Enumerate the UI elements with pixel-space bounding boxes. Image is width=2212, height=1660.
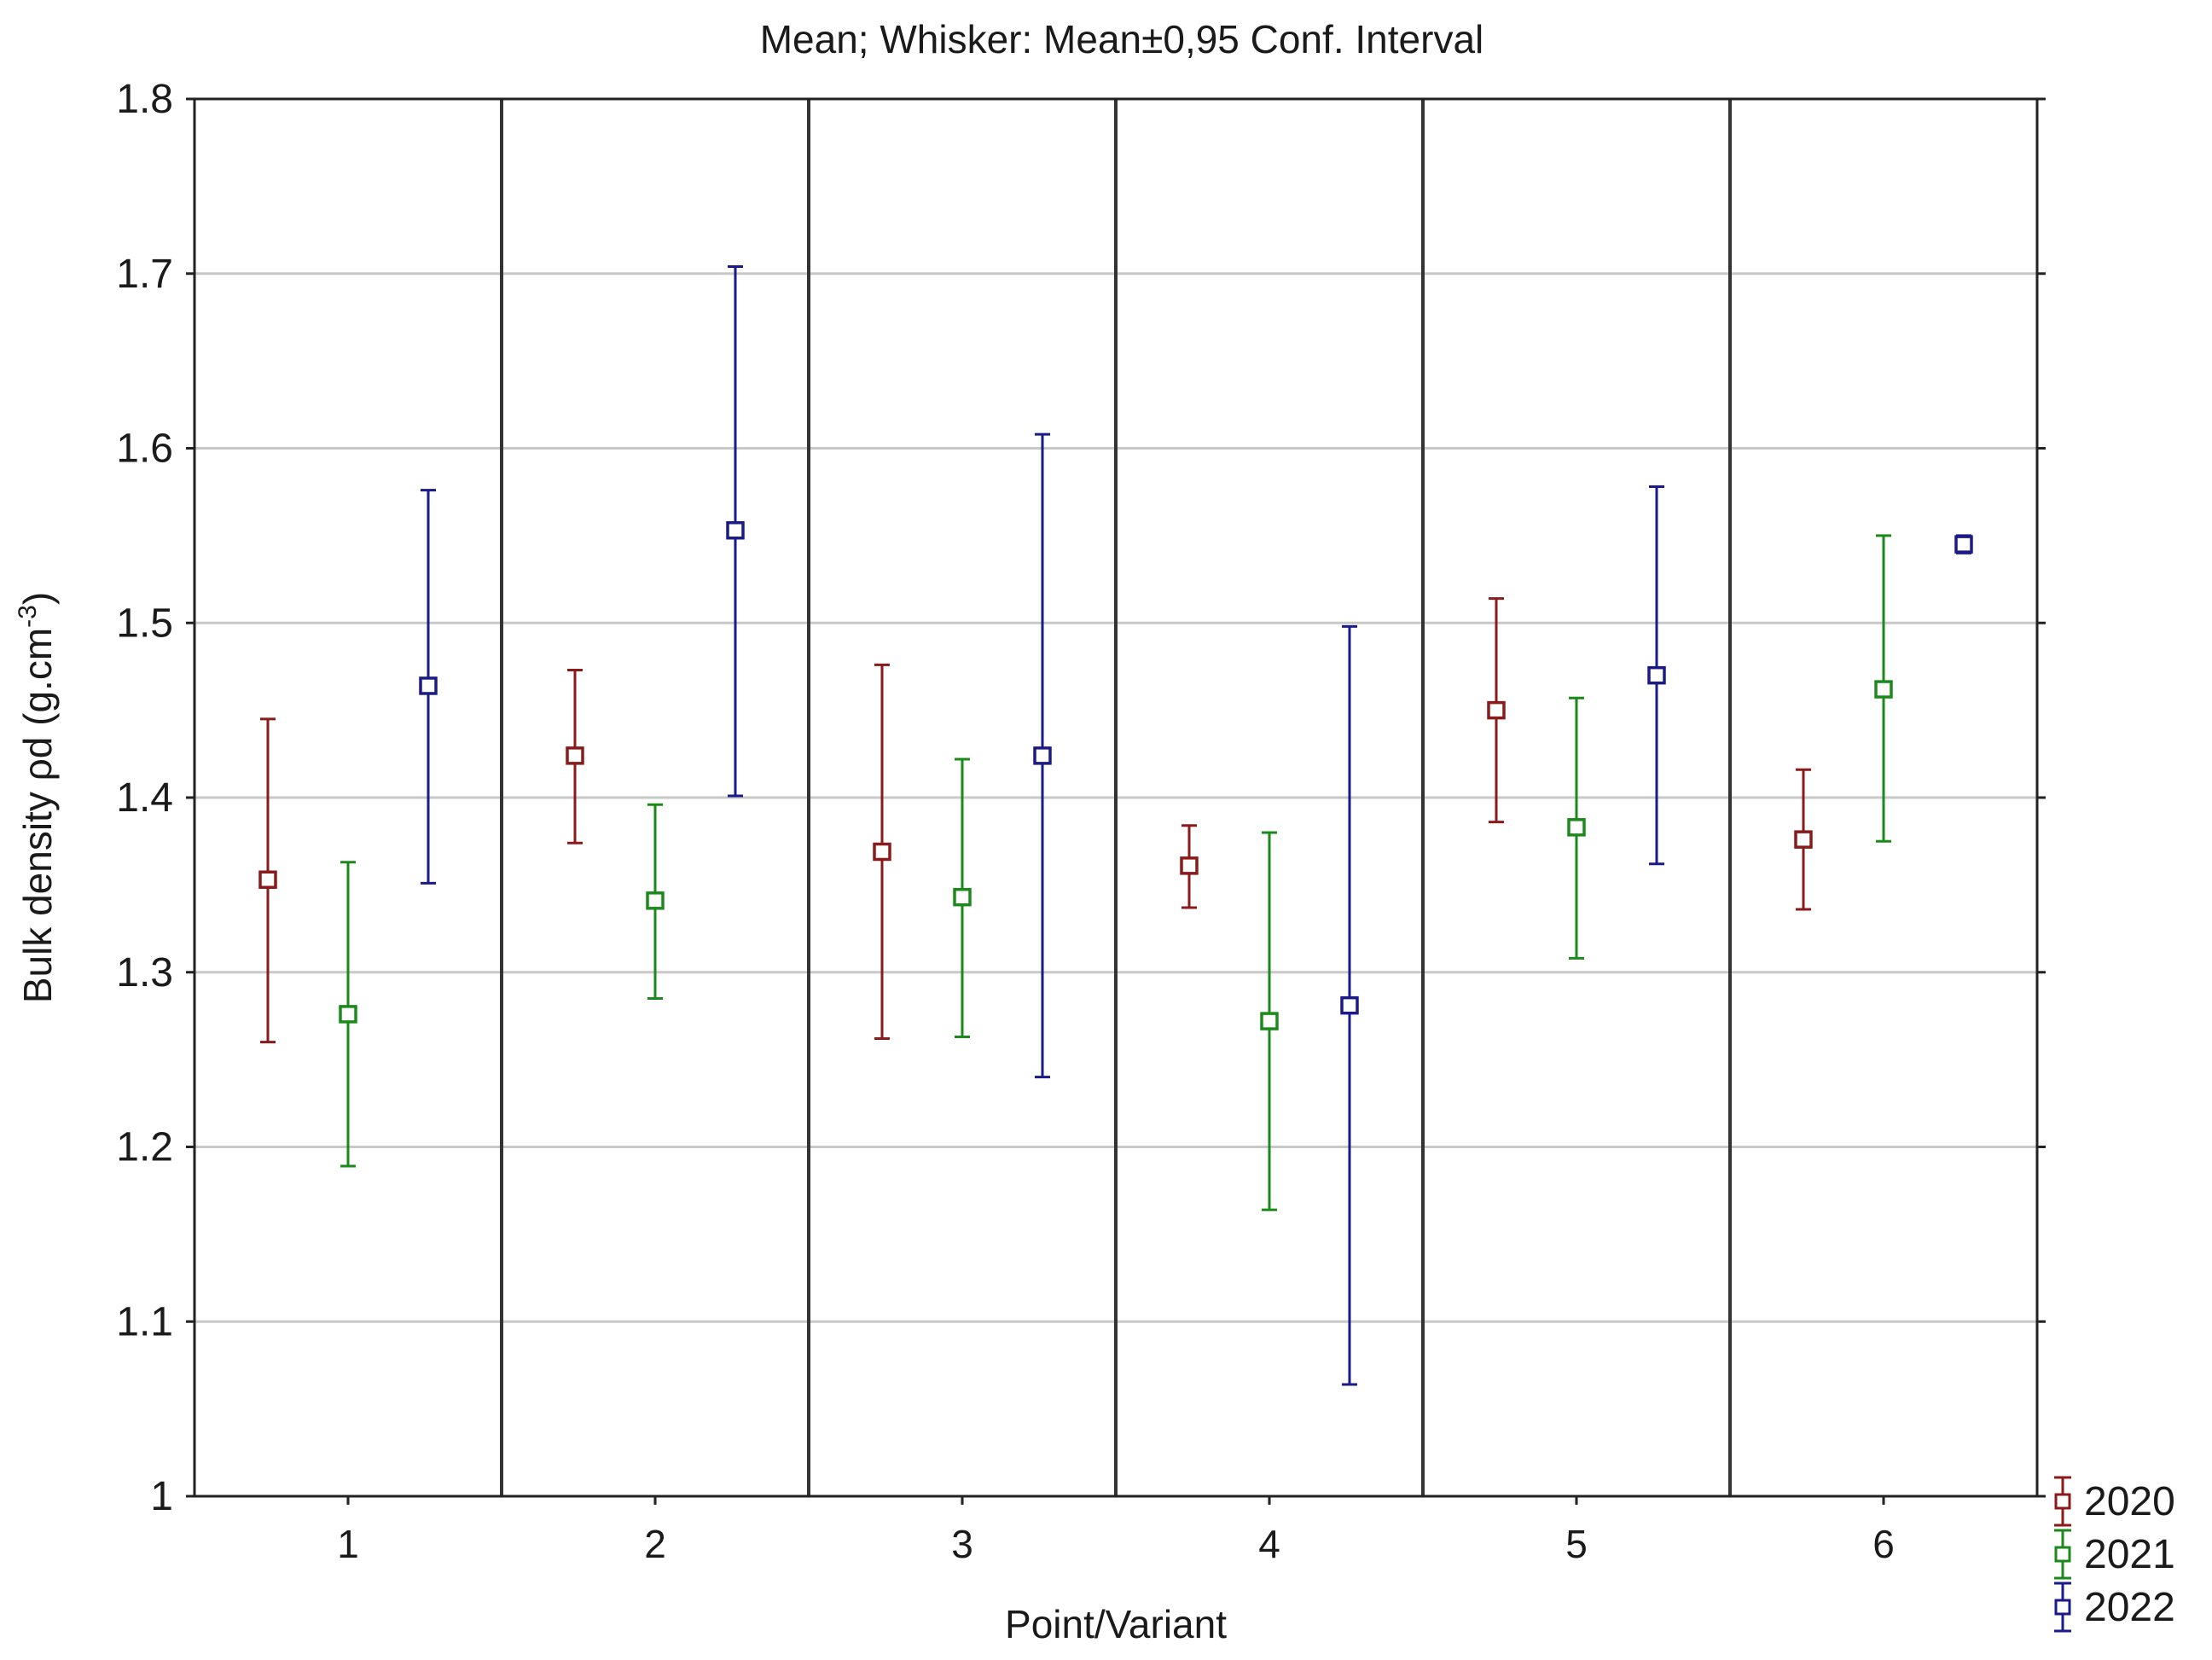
x-axis-label: Point/Variant [1005,1602,1227,1646]
legend: 2020 2021 2022 [2054,1476,2175,1633]
mean-marker [953,887,972,907]
series-layer [258,265,1973,1386]
mean-marker [258,870,277,889]
y-tick-label: 1.7 [116,252,173,297]
y-axis-label-close: ) [15,592,60,605]
legend-label: 2020 [2084,1479,2175,1524]
y-tick-label: 1.8 [116,77,173,122]
chart-title: Mean; Whisker: Mean±0,95 Conf. Interval [760,17,1484,61]
mean-marker [1340,995,1359,1015]
x-axis: 1 2 3 4 5 6 [337,1496,1895,1566]
y-tick-label: 1.1 [116,1299,173,1344]
mean-marker [1033,746,1052,765]
y-tick-label: 1 [150,1474,173,1519]
mean-marker [1180,856,1199,875]
mean-marker [726,520,745,540]
y-tick-label: 1.3 [116,950,173,995]
mean-marker [1567,818,1586,837]
mean-marker [419,676,438,695]
y-tick-label: 1.2 [116,1125,173,1170]
mean-marker [339,1005,357,1024]
mean-marker [1260,1012,1279,1030]
y-axis-label: Bulk density ρd (g.cm-3) [14,592,60,1003]
y-tick-label: 1.6 [116,427,173,472]
mean-marker [1874,680,1893,699]
legend-label: 2021 [2084,1532,2175,1577]
category-separators [500,99,1732,1496]
y-tick-label: 1.4 [116,775,173,821]
x-tick-label: 4 [1258,1522,1280,1566]
x-tick-label: 6 [1872,1522,1895,1566]
legend-marker [2054,1493,2071,1510]
mean-marker [1954,535,1973,554]
mean-marker [1647,665,1666,685]
y-tick-label: 1.5 [116,601,173,646]
mean-marker [873,842,891,862]
series-2022 [419,265,1973,1386]
legend-marker [2054,1546,2071,1563]
mean-marker [566,746,584,765]
y-axis: 1 1.1 1.2 1.3 1.4 1.5 1.6 1.7 1.8 [116,77,2046,1519]
x-tick-label: 1 [337,1522,359,1566]
mean-marker [1794,830,1813,849]
mean-marker [1487,700,1506,720]
mean-marker [646,891,665,910]
y-axis-label-main: Bulk density ρd (g.cm [15,628,60,1003]
legend-marker [2054,1599,2071,1616]
y-axis-label-superscript: -3 [14,605,42,628]
x-tick-label: 2 [644,1522,666,1566]
x-tick-label: 3 [951,1522,973,1566]
series-2020 [258,597,1813,1044]
series-2021 [339,534,1893,1211]
legend-label: 2022 [2084,1585,2175,1630]
x-tick-label: 5 [1565,1522,1588,1566]
